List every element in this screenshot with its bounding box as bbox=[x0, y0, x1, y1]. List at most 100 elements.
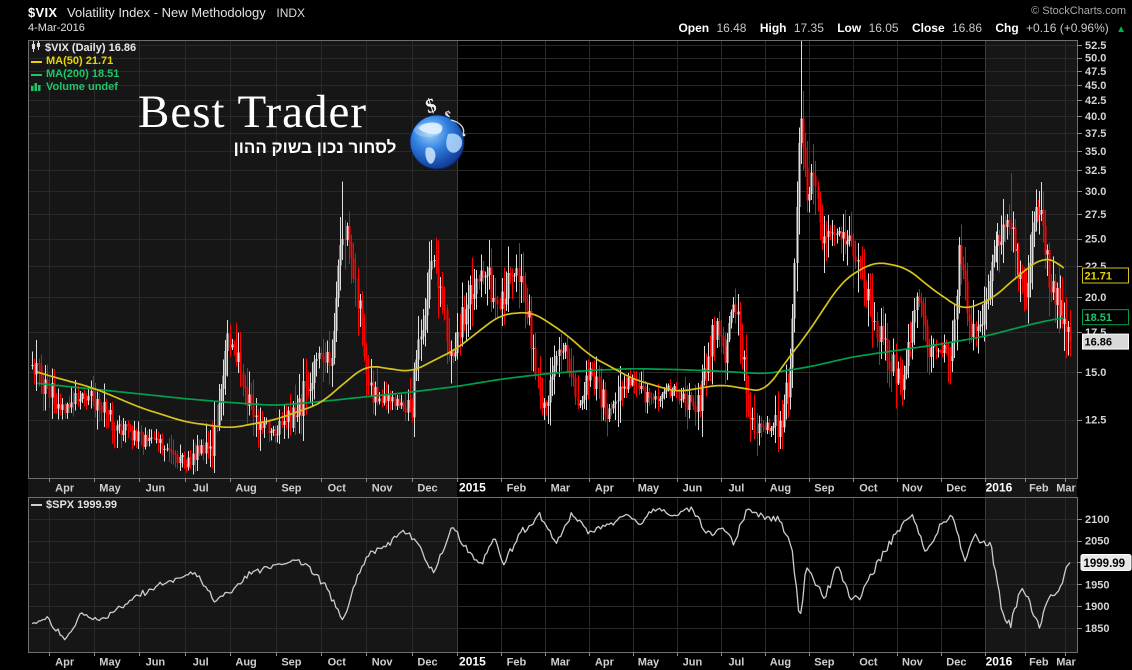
x-axis-label: Feb bbox=[507, 657, 527, 669]
x-axis-label: 2016 bbox=[986, 481, 1013, 495]
y-axis-label-main: 37.5 bbox=[1085, 128, 1106, 140]
legend-vix: $VIX (Daily) 16.86 bbox=[45, 42, 137, 54]
x-axis-label: Feb bbox=[1029, 483, 1049, 495]
y-axis-label-main: 40.0 bbox=[1085, 111, 1106, 123]
y-axis-label-main: 45.0 bbox=[1085, 80, 1106, 92]
y-axis-label-main: 42.5 bbox=[1085, 95, 1106, 107]
y-axis-label-main: 35.0 bbox=[1085, 146, 1106, 158]
x-axis-label: Jul bbox=[728, 483, 744, 495]
ma50-line-swatch bbox=[31, 60, 42, 63]
spx-line-swatch bbox=[31, 504, 42, 506]
ma50-line bbox=[37, 258, 1065, 429]
ma200-line bbox=[37, 317, 1064, 406]
svg-text:16.86: 16.86 bbox=[1085, 337, 1113, 349]
svg-text:1999.99: 1999.99 bbox=[1084, 558, 1126, 570]
vix-candles bbox=[31, 41, 1072, 475]
x-axis-label: Jun bbox=[683, 657, 703, 669]
x-axis-label: Nov bbox=[372, 483, 394, 495]
candlestick-icon bbox=[31, 41, 41, 56]
x-axis-label: Mar bbox=[1056, 483, 1076, 495]
y-axis-label-main: 25.0 bbox=[1085, 234, 1106, 246]
x-axis-label: May bbox=[99, 657, 121, 669]
x-axis-label: Aug bbox=[235, 483, 256, 495]
legend-volume: Volume undef bbox=[46, 81, 118, 93]
y-axis-label-main: 12.5 bbox=[1085, 415, 1106, 427]
close-label: Close bbox=[911, 21, 945, 35]
low-value: 16.05 bbox=[868, 21, 899, 35]
open-value: 16.48 bbox=[716, 21, 747, 35]
x-axis-label: Jun bbox=[146, 483, 166, 495]
y-axis-label-main: 47.5 bbox=[1085, 66, 1106, 78]
x-axis-label: Jun bbox=[683, 483, 703, 495]
legend-spx: $SPX 1999.99 bbox=[46, 499, 117, 511]
svg-text:18.51: 18.51 bbox=[1085, 312, 1113, 324]
x-axis-label: Jul bbox=[728, 657, 744, 669]
x-axis-label: Jun bbox=[146, 657, 166, 669]
copyright-label: © StockCharts.com bbox=[1031, 5, 1126, 17]
y-axis-label-spx: 1950 bbox=[1085, 579, 1109, 591]
chg-label: Chg bbox=[995, 21, 1019, 35]
high-value: 17.35 bbox=[793, 21, 824, 35]
x-axis-label: Oct bbox=[328, 483, 347, 495]
panel-borders bbox=[28, 40, 1082, 656]
x-axis-label: 2015 bbox=[459, 655, 486, 669]
y-axis-label-spx: 2100 bbox=[1085, 514, 1109, 526]
x-axis-label: Dec bbox=[417, 657, 437, 669]
y-axis-label-main: 30.0 bbox=[1085, 186, 1106, 198]
x-axis-label: Mar bbox=[551, 483, 571, 495]
high-label: High bbox=[759, 21, 787, 35]
close-value: 16.86 bbox=[951, 21, 982, 35]
globe-logo: $ $ bbox=[409, 94, 466, 170]
dollar-symbol-small-icon: $ bbox=[442, 107, 452, 123]
x-axis-label: Feb bbox=[507, 483, 527, 495]
ma200-line-swatch bbox=[31, 73, 42, 76]
x-axis-label: Oct bbox=[859, 657, 878, 669]
watermark-subtitle: לסחור נכון בשוק ההון bbox=[233, 138, 397, 157]
x-axis-label: Oct bbox=[328, 657, 347, 669]
x-axis-label: Dec bbox=[417, 483, 437, 495]
axis-labels: 12.515.017.520.022.525.027.530.032.535.0… bbox=[55, 40, 1109, 669]
year-band-2014 bbox=[28, 40, 457, 652]
volume-bars-icon bbox=[31, 81, 42, 95]
legend-ma200: MA(200) 18.51 bbox=[46, 68, 120, 80]
legend-ma50: MA(50) 21.71 bbox=[46, 55, 114, 67]
low-label: Low bbox=[837, 21, 862, 35]
price-badge: 18.51 bbox=[1082, 309, 1129, 326]
chg-value: +0.16 (+0.96%) bbox=[1026, 21, 1109, 35]
x-axis-label: Apr bbox=[595, 657, 615, 669]
x-axis-label: Aug bbox=[770, 657, 791, 669]
x-axis-label: Aug bbox=[770, 483, 791, 495]
up-arrow-icon: ▲ bbox=[1116, 24, 1126, 35]
x-axis-label: Dec bbox=[946, 657, 966, 669]
y-axis-label-main: 50.0 bbox=[1085, 53, 1106, 65]
x-axis-label: Nov bbox=[902, 483, 924, 495]
x-axis-label: Mar bbox=[1056, 657, 1076, 669]
y-axis-label-spx: 2050 bbox=[1085, 536, 1109, 548]
chart-title: $VIX Volatility Index - New Methodology … bbox=[28, 5, 305, 20]
spx-panel bbox=[31, 506, 1071, 641]
x-axis-label: Sep bbox=[281, 657, 301, 669]
x-axis-label: 2016 bbox=[986, 655, 1013, 669]
x-axis-label: 2015 bbox=[459, 481, 486, 495]
x-axis-label: May bbox=[638, 483, 660, 495]
x-axis-label: Feb bbox=[1029, 657, 1049, 669]
x-axis-label: Sep bbox=[814, 483, 834, 495]
x-axis-label: Sep bbox=[814, 657, 834, 669]
open-label: Open bbox=[678, 21, 710, 35]
up-candle-bodies bbox=[31, 118, 1070, 468]
spx-line bbox=[31, 506, 1071, 641]
x-axis-label: Nov bbox=[902, 657, 924, 669]
x-axis-label: May bbox=[638, 657, 660, 669]
x-axis-label: Apr bbox=[595, 483, 615, 495]
price-badge: 16.86 bbox=[1082, 333, 1129, 350]
down-candle-bodies bbox=[33, 118, 1072, 468]
main-chart-legend: $VIX (Daily) 16.86 MA(50) 21.71 MA(200) … bbox=[31, 41, 137, 95]
chart-date: 4-Mar-2016 bbox=[28, 22, 85, 34]
x-axis-label: Nov bbox=[372, 657, 394, 669]
y-axis-label-main: 15.0 bbox=[1085, 367, 1106, 379]
y-axis-label-spx: 1900 bbox=[1085, 601, 1109, 613]
x-axis-label: Oct bbox=[859, 483, 878, 495]
watermark-title: Best Trader bbox=[138, 86, 368, 138]
